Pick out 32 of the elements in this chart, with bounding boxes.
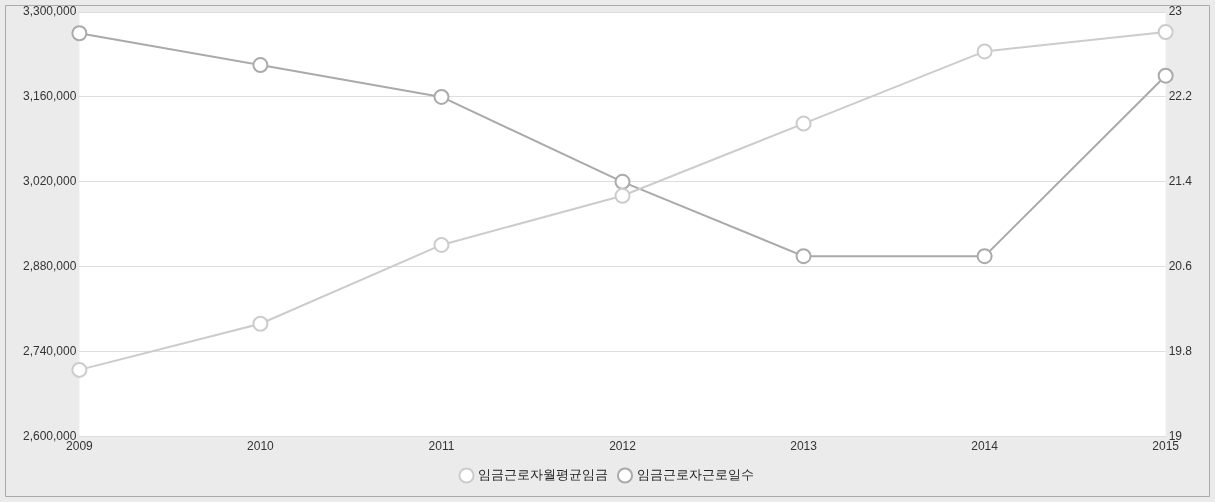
point xyxy=(71,361,88,378)
legend-label: 임금근로자월평균임금 xyxy=(478,467,608,483)
y2-tick-label: 20.6 xyxy=(1168,259,1193,274)
y-tick-label: 3,020,000 xyxy=(22,174,77,189)
point xyxy=(614,187,631,204)
point xyxy=(252,315,269,332)
y2-tick-label: 21.4 xyxy=(1168,174,1193,189)
point xyxy=(795,248,812,265)
x-tick-label: 2010 xyxy=(247,439,275,454)
x-tick-label: 2013 xyxy=(790,439,818,454)
point xyxy=(433,236,450,253)
y-tick-label: 2,740,000 xyxy=(22,343,77,358)
legend-label: 임금근로자근로일수 xyxy=(636,467,754,483)
point xyxy=(976,43,993,60)
point xyxy=(1157,67,1174,84)
x-tick-label: 2012 xyxy=(609,439,637,454)
y-tick-label: 3,160,000 xyxy=(22,89,77,104)
y-tick-label: 3,300,000 xyxy=(22,4,77,19)
y2-tick-label: 23 xyxy=(1168,4,1183,19)
point xyxy=(614,173,631,190)
x-tick-label: 2011 xyxy=(428,439,455,454)
point xyxy=(1157,24,1174,41)
point xyxy=(71,25,88,42)
point xyxy=(795,115,812,132)
point xyxy=(433,88,450,105)
x-tick-label: 2009 xyxy=(66,439,94,454)
y-tick-label: 2,880,000 xyxy=(22,259,77,274)
x-tick-label: 2014 xyxy=(971,439,999,454)
y2-tick-label: 22.2 xyxy=(1168,89,1193,104)
point xyxy=(976,248,993,265)
y2-tick-label: 19.8 xyxy=(1168,343,1193,358)
point xyxy=(252,57,269,74)
